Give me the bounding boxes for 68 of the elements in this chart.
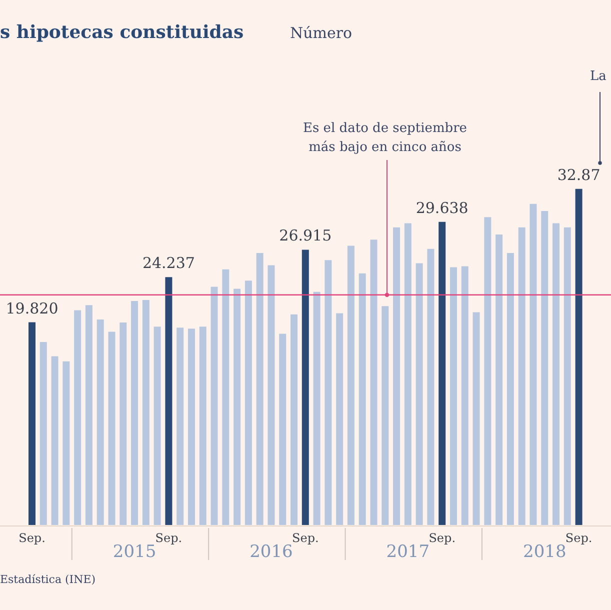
data-label: 24.237 [142,254,195,272]
bar [404,223,412,525]
x-tick-label: 2015 [112,542,156,562]
bar [496,234,503,525]
bar [484,217,492,525]
x-tick-label: Sep. [292,531,319,545]
bar [268,265,275,525]
x-tick-label: Sep. [565,531,592,545]
bar [142,300,150,525]
bar [472,312,480,525]
bar [40,342,47,525]
x-tick-label: 2018 [522,542,566,562]
bar [279,334,286,525]
bar [154,326,161,525]
bar [256,252,264,525]
bar [450,267,457,525]
bar [564,227,571,525]
bar [74,310,82,525]
bar [85,305,92,525]
bar [210,286,218,525]
chart-subtitle: Número [290,24,352,42]
bar [51,356,58,525]
bar [416,263,423,525]
bar [62,361,70,525]
chart-title: s hipotecas constituidas [0,22,244,43]
bar [541,211,548,525]
x-tick-label: Sep. [155,531,182,545]
x-tick-label: 2016 [250,542,293,562]
data-label: 19.820 [6,299,58,318]
bar [393,227,400,525]
bar [165,277,172,525]
text: La [590,69,607,84]
bar [358,273,366,525]
x-tick-label: Sep. [428,531,456,545]
bar [370,240,378,525]
bar [176,328,184,525]
bar [575,188,582,525]
bar [131,301,138,525]
bar [347,246,354,525]
bar [336,313,344,525]
bar [222,269,230,525]
data-label: 32.87 [557,166,600,184]
text: Estadística (INE) [0,573,96,586]
bar [234,288,241,525]
bar [324,260,332,525]
bar [461,266,468,525]
bar [302,250,309,525]
bar [427,248,434,525]
bar [518,227,526,525]
bar [244,280,252,525]
bar [188,328,195,525]
bar [313,292,320,525]
x-tick-label: Sep. [18,531,46,545]
bar [28,322,36,525]
bar [120,322,127,525]
bar [382,306,389,525]
bar [290,314,298,525]
x-tick-label: 2017 [386,542,430,562]
bar [506,252,514,525]
bar [96,319,104,525]
bar [108,332,116,525]
bar [530,204,537,525]
bar [438,222,446,525]
bar [199,326,206,525]
bar [552,223,560,525]
text: Es el dato de septiembre más bajo en cinco años [303,121,468,155]
data-label: 29.638 [416,198,468,217]
data-label: 26.915 [279,226,332,245]
